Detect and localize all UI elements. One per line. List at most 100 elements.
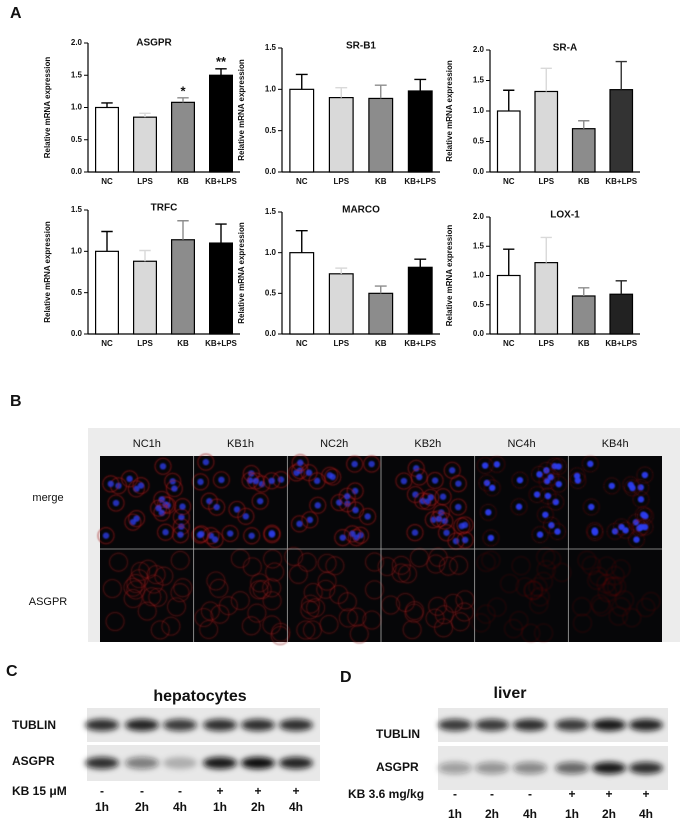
x-tick-label: KB <box>578 177 590 186</box>
cell <box>301 511 319 529</box>
cell <box>482 529 500 547</box>
nucleus <box>548 522 555 529</box>
nucleus <box>640 511 647 518</box>
band <box>279 757 313 769</box>
y-tick-label: 2.0 <box>71 38 83 47</box>
nucleus <box>400 477 408 485</box>
cell <box>150 620 170 640</box>
bar <box>133 260 158 335</box>
cell <box>148 587 168 607</box>
cell <box>170 550 190 570</box>
nucleus <box>171 485 178 492</box>
nucleus <box>268 477 275 485</box>
nucleus <box>439 493 447 500</box>
x-tick-label: KB <box>375 177 387 186</box>
nucleus <box>455 503 462 511</box>
sign: + <box>254 784 261 798</box>
sign: + <box>568 787 575 801</box>
cell <box>364 580 385 600</box>
sign: - <box>100 784 104 798</box>
nucleus <box>169 478 176 485</box>
band <box>438 762 472 774</box>
row-label: ASGPR <box>29 596 68 608</box>
bar <box>496 110 521 173</box>
cell <box>548 522 567 541</box>
band <box>241 719 275 731</box>
cell <box>263 472 281 490</box>
bar <box>328 273 354 335</box>
cell <box>456 531 474 549</box>
cell <box>550 475 568 493</box>
nucleus <box>159 463 167 470</box>
y-tick-label: 1.5 <box>265 43 277 52</box>
y-tick-label: 1.5 <box>473 76 485 85</box>
x-tick-label: NC <box>503 177 515 186</box>
y-tick-label: 0.5 <box>265 126 277 135</box>
column-label: KB2h <box>414 438 441 450</box>
cell <box>530 587 550 607</box>
nucleus <box>211 536 219 543</box>
sign: - <box>528 787 532 801</box>
cell <box>453 517 471 535</box>
panel-label: D <box>340 669 352 686</box>
x-tick-label: LPS <box>538 339 554 348</box>
cell <box>173 578 193 598</box>
cell <box>632 490 650 508</box>
cell <box>587 570 607 590</box>
x-tick-label: NC <box>101 177 113 186</box>
nucleus <box>133 515 140 522</box>
x-tick-label: KB <box>177 339 189 348</box>
nucleus <box>533 491 541 498</box>
cell <box>212 471 231 489</box>
nucleus <box>197 478 204 486</box>
nucleus <box>352 506 359 514</box>
cell <box>300 464 318 482</box>
bar <box>171 239 196 335</box>
cell <box>197 453 215 471</box>
cell <box>194 607 214 628</box>
cell <box>511 556 531 576</box>
cell <box>478 474 496 492</box>
time: 1h <box>213 800 227 814</box>
error-bar <box>374 84 387 99</box>
cell <box>346 455 364 473</box>
cell <box>438 556 458 576</box>
cell <box>499 573 520 594</box>
cell <box>319 614 339 634</box>
cell <box>218 596 238 616</box>
y-tick-label: 1.5 <box>71 205 83 214</box>
error-bar <box>177 220 189 240</box>
y-tick-label: 1.0 <box>265 84 277 93</box>
cell <box>262 591 282 611</box>
cell <box>149 499 168 517</box>
cell <box>603 477 621 495</box>
cell <box>297 552 317 572</box>
nucleus <box>268 531 276 538</box>
error-bar <box>503 89 515 111</box>
cell <box>449 475 467 493</box>
nucleus <box>313 477 321 485</box>
bar <box>571 295 596 335</box>
nucleus <box>573 472 581 480</box>
y-axis-label: Relative mRNA expression <box>445 60 454 162</box>
cell <box>146 565 166 585</box>
y-axis-label: Relative mRNA expression <box>43 221 52 323</box>
nucleus <box>256 497 264 505</box>
nucleus <box>351 460 358 468</box>
y-tick-label: 0.0 <box>473 329 485 338</box>
cell <box>449 498 467 516</box>
nucleus <box>449 467 456 474</box>
time: 2h <box>602 807 616 821</box>
column-label: NC4h <box>507 438 535 450</box>
y-axis-label: Relative mRNA expression <box>43 57 52 159</box>
nucleus <box>574 477 582 484</box>
x-tick-label: LPS <box>137 177 153 186</box>
cell <box>284 546 304 567</box>
nucleus <box>248 532 255 539</box>
cell <box>363 455 381 473</box>
time: 1h <box>565 807 579 821</box>
y-axis-label: Relative mRNA expression <box>445 225 454 327</box>
cell <box>418 492 437 511</box>
cell <box>221 524 239 543</box>
cell <box>124 513 142 531</box>
